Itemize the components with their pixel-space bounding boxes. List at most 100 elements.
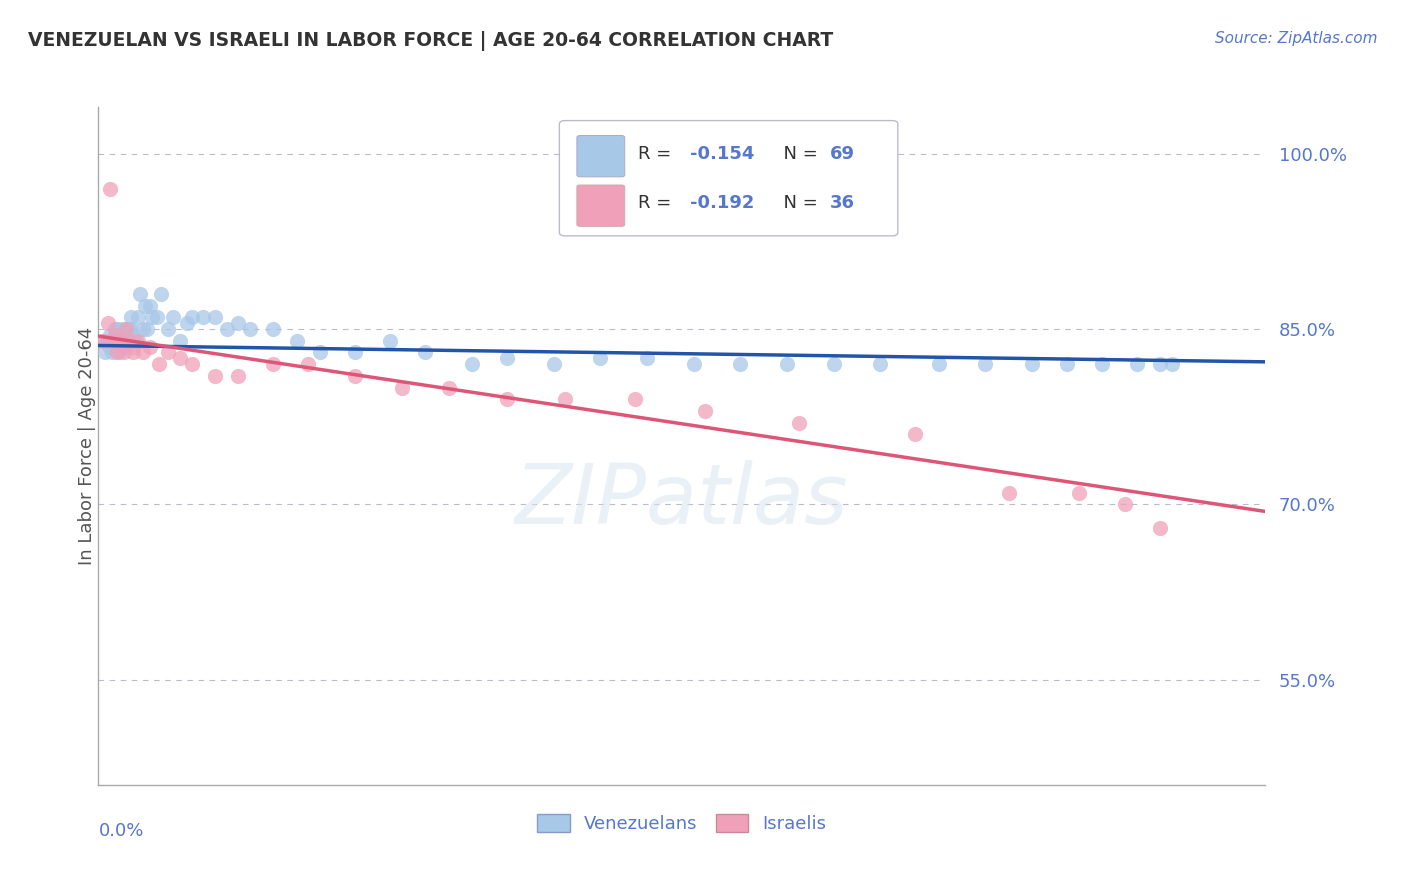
Point: [94, 345, 117, 359]
Point: [730, 357, 752, 371]
Point: [127, 310, 149, 325]
Point: [91, 334, 114, 348]
Point: [1161, 357, 1184, 371]
Point: [112, 345, 135, 359]
Point: [297, 357, 319, 371]
Point: [228, 316, 250, 330]
Text: ZIPatlas: ZIPatlas: [515, 459, 849, 541]
Point: [118, 334, 141, 348]
FancyBboxPatch shape: [576, 136, 624, 177]
Point: [239, 322, 262, 336]
Point: [111, 334, 134, 348]
FancyBboxPatch shape: [560, 120, 898, 235]
Text: R =: R =: [637, 194, 676, 212]
Point: [215, 322, 238, 336]
Point: [496, 351, 519, 366]
Point: [105, 340, 128, 354]
Point: [1149, 521, 1171, 535]
Point: [869, 357, 891, 371]
Point: [1114, 498, 1136, 512]
Legend: Venezuelans, Israelis: Venezuelans, Israelis: [530, 806, 834, 840]
Text: N =: N =: [772, 194, 824, 212]
Point: [111, 334, 134, 348]
Point: [105, 322, 128, 336]
Point: [344, 345, 367, 359]
Point: [108, 345, 131, 359]
Point: [118, 322, 141, 336]
Point: [776, 357, 799, 371]
Point: [101, 334, 124, 348]
Point: [974, 357, 997, 371]
Point: [787, 416, 810, 430]
Point: [111, 322, 134, 336]
Point: [461, 357, 484, 371]
Point: [105, 345, 128, 359]
Point: [904, 427, 927, 442]
Point: [823, 357, 845, 371]
Text: R =: R =: [637, 145, 676, 163]
Point: [141, 310, 163, 325]
Point: [157, 345, 180, 359]
Point: [146, 310, 169, 325]
Point: [391, 380, 413, 394]
Point: [204, 368, 226, 383]
Point: [150, 287, 173, 301]
Point: [344, 368, 367, 383]
Text: 69: 69: [830, 145, 855, 163]
Point: [1091, 357, 1114, 371]
Point: [437, 380, 460, 394]
Point: [413, 345, 436, 359]
Point: [309, 345, 332, 359]
Point: [98, 182, 121, 196]
Point: [108, 334, 131, 348]
Point: [1149, 357, 1171, 371]
Point: [204, 310, 226, 325]
Point: [636, 351, 658, 366]
Point: [122, 345, 145, 359]
Point: [682, 357, 704, 371]
Point: [1056, 357, 1078, 371]
Point: [118, 334, 141, 348]
Point: [139, 299, 162, 313]
Point: [122, 328, 145, 343]
Point: [589, 351, 612, 366]
Point: [104, 334, 127, 348]
Point: [125, 334, 148, 348]
Point: [132, 322, 155, 336]
Point: [180, 357, 202, 371]
Point: [169, 351, 191, 366]
Point: [104, 328, 127, 343]
Point: [928, 357, 950, 371]
Point: [169, 334, 191, 348]
Point: [695, 404, 717, 418]
Point: [115, 322, 138, 336]
Point: [1126, 357, 1149, 371]
Point: [115, 322, 138, 336]
Point: [129, 287, 152, 301]
Point: [180, 310, 202, 325]
Point: [228, 368, 250, 383]
Point: [624, 392, 647, 407]
Point: [132, 345, 155, 359]
Point: [176, 316, 198, 330]
Y-axis label: In Labor Force | Age 20-64: In Labor Force | Age 20-64: [79, 326, 96, 566]
Point: [91, 334, 114, 348]
Point: [162, 310, 184, 325]
Point: [262, 322, 284, 336]
Text: Source: ZipAtlas.com: Source: ZipAtlas.com: [1215, 31, 1378, 46]
Point: [97, 316, 120, 330]
Point: [285, 334, 308, 348]
Point: [112, 328, 135, 343]
Point: [98, 328, 121, 343]
FancyBboxPatch shape: [576, 185, 624, 227]
Text: VENEZUELAN VS ISRAELI IN LABOR FORCE | AGE 20-64 CORRELATION CHART: VENEZUELAN VS ISRAELI IN LABOR FORCE | A…: [28, 31, 834, 51]
Point: [1067, 485, 1090, 500]
Point: [1021, 357, 1043, 371]
Point: [380, 334, 402, 348]
Point: [115, 334, 138, 348]
Point: [97, 334, 120, 348]
Text: -0.192: -0.192: [690, 194, 755, 212]
Point: [112, 340, 135, 354]
Point: [104, 322, 127, 336]
Point: [134, 299, 156, 313]
